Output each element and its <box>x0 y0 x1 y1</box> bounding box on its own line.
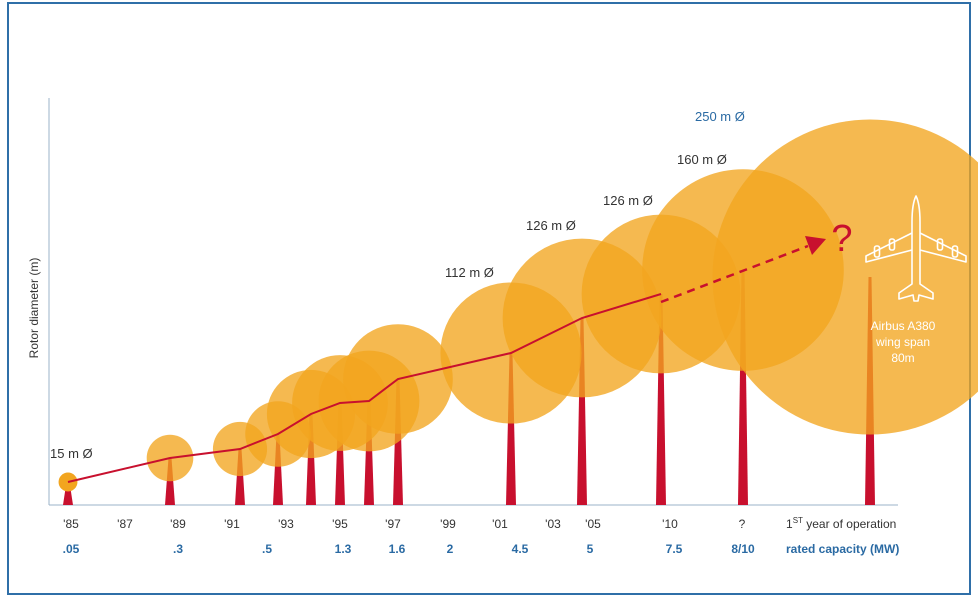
comparison-text: 80m <box>891 351 914 365</box>
plane-outline <box>865 195 967 302</box>
capacity-tick-label: 4.5 <box>512 542 529 556</box>
rotors-layer <box>58 119 978 492</box>
capacity-tick-label: .3 <box>173 542 183 556</box>
turbine-tower <box>577 318 587 505</box>
comparison-text: Airbus A380 <box>871 319 936 333</box>
capacity-tick-label: .5 <box>262 542 272 556</box>
turbine-tower <box>364 401 374 505</box>
turbine-tower <box>656 294 666 505</box>
year-tick-label: '99 <box>440 517 456 531</box>
plane-engine <box>888 238 896 251</box>
plane-engine <box>873 245 881 258</box>
projection-arrowhead <box>805 236 826 255</box>
capacity-axis-title: rated capacity (MW) <box>786 542 899 556</box>
y-axis-title: Rotor diameter (m) <box>27 258 41 359</box>
diameter-label: 112 m Ø <box>445 265 494 280</box>
plane-fuselage <box>898 195 934 302</box>
capacity-tick-label: 1.6 <box>389 542 406 556</box>
projection-line <box>660 244 809 304</box>
comparison-text: wing span <box>875 335 930 349</box>
capacity-tick-label: .05 <box>63 542 80 556</box>
turbine-tower <box>165 458 175 505</box>
turbine-tower <box>335 403 345 505</box>
year-tick-label: '05 <box>585 517 601 531</box>
year-tick-label: '89 <box>170 517 186 531</box>
labels-layer: 15 m Ø 112 m Ø 126 m Ø 126 m Ø 160 m Ø 250 m … <box>50 109 745 461</box>
rotor-circle <box>712 119 978 435</box>
x-axis-title: 1ST year of operation <box>786 516 896 531</box>
plane-engine <box>936 238 944 251</box>
turbine-tower <box>738 270 748 505</box>
year-tick-label: '03 <box>545 517 561 531</box>
x-axis-labels: '85 '87 '89 '91 '93 '95 '97 '99 '01 '03 '05 '10? 1ST… <box>63 516 900 556</box>
future-question-mark: ? <box>831 218 852 260</box>
turbine-tower <box>306 414 316 505</box>
capacity-tick-label: 2 <box>447 542 454 556</box>
year-tick-label: '10 <box>662 517 678 531</box>
capacity-tick-label: 8/10 <box>731 542 755 556</box>
diameter-label: 250 m Ø <box>695 109 745 124</box>
turbine-tower <box>506 353 516 505</box>
year-tick-label: '97 <box>385 517 401 531</box>
turbine-tower <box>273 434 283 505</box>
year-tick-label: '91 <box>224 517 240 531</box>
trend-layer: ? <box>67 218 853 483</box>
year-tick-label: '95 <box>332 517 348 531</box>
diameter-label: 126 m Ø <box>603 193 653 208</box>
year-tick-label: ? <box>739 517 746 531</box>
capacity-tick-label: 1.3 <box>335 542 352 556</box>
turbine-tower <box>63 482 73 505</box>
turbine-tower <box>235 449 245 505</box>
capacity-tick-label: 5 <box>587 542 594 556</box>
year-tick-label: '85 <box>63 517 79 531</box>
year-tick-label: '93 <box>278 517 294 531</box>
plane-engine <box>951 245 959 258</box>
diameter-label: 160 m Ø <box>677 152 727 167</box>
year-tick-label: '01 <box>492 517 508 531</box>
towers-layer <box>63 270 875 505</box>
diameter-label: 15 m Ø <box>50 446 93 461</box>
airbus-a380-icon: Airbus A380 wing span 80m <box>865 195 967 365</box>
trend-line <box>67 293 662 483</box>
year-tick-label: '87 <box>117 517 133 531</box>
capacity-tick-label: 7.5 <box>666 542 683 556</box>
diameter-label: 126 m Ø <box>526 218 576 233</box>
